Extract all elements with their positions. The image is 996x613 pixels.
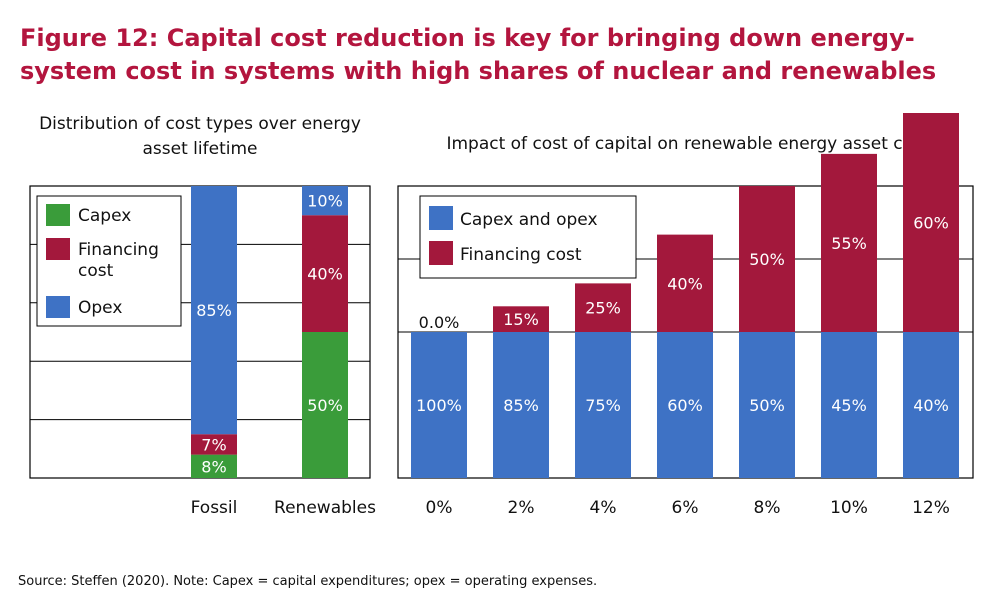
right-data-label-financing: 25%	[585, 299, 621, 318]
right-bar-capex-opex	[411, 332, 467, 478]
right-category-label: 10%	[830, 498, 868, 518]
right-data-label-capex-opex: 60%	[667, 396, 703, 415]
right-bar-financing	[575, 283, 631, 332]
left-legend-label: Opex	[78, 298, 122, 318]
left-bar-fossil-financing-cost	[191, 434, 237, 455]
right-data-label-financing: 60%	[913, 214, 949, 233]
left-category-label: Fossil	[191, 498, 238, 518]
left-legend-label: cost	[78, 261, 114, 281]
right-bar-financing	[739, 186, 795, 332]
right-bar-capex-opex	[493, 332, 549, 478]
right-bar-capex-opex	[575, 332, 631, 478]
right-data-label-financing: 55%	[831, 234, 867, 253]
left-legend-label: Capex	[78, 206, 131, 226]
right-bar-financing	[657, 234, 713, 332]
figure-title: Figure 12: Capital cost reduction is key…	[20, 24, 937, 85]
right-data-label-financing: 15%	[503, 310, 539, 329]
right-data-label-capex-opex: 45%	[831, 396, 867, 415]
left-legend-swatch	[46, 204, 70, 226]
left-bar-fossil-opex	[191, 186, 237, 435]
right-data-label-financing: 50%	[749, 250, 785, 269]
right-data-label-capex-opex: 85%	[503, 396, 539, 415]
right-bar-financing	[493, 306, 549, 332]
left-legend-label: Financing	[78, 240, 159, 260]
left-data-label: 7%	[201, 435, 226, 454]
right-legend-swatch	[429, 206, 453, 230]
right-category-label: 4%	[590, 498, 617, 518]
left-legend-swatch	[46, 238, 70, 260]
right-category-label: 12%	[912, 498, 950, 518]
left-data-label: 10%	[307, 192, 343, 211]
left-data-label: 8%	[201, 457, 226, 476]
right-data-label-capex-opex: 50%	[749, 396, 785, 415]
right-bar-capex-opex	[821, 332, 877, 478]
right-bar-capex-opex	[739, 332, 795, 478]
right-data-label-capex-opex: 75%	[585, 396, 621, 415]
source-note: Source: Steffen (2020). Note: Capex = ca…	[18, 574, 598, 589]
right-bar-capex-opex	[903, 332, 959, 478]
left-legend-swatch	[46, 296, 70, 318]
right-category-label: 6%	[672, 498, 699, 518]
left-data-label: 40%	[307, 265, 343, 284]
left-category-label: Renewables	[274, 498, 376, 518]
left-bar-fossil-capex	[191, 454, 237, 478]
right-legend-label: Capex and opex	[460, 210, 598, 230]
left-data-label: 85%	[196, 301, 232, 320]
right-data-label-financing: 40%	[667, 274, 703, 293]
left-bar-renewables-capex	[302, 332, 348, 478]
right-category-label: 2%	[508, 498, 535, 518]
right-legend-label: Financing cost	[460, 245, 582, 265]
right-bar-financing	[821, 153, 877, 332]
left-bar-renewables-financing-cost	[302, 215, 348, 332]
right-data-label-capex-opex: 100%	[416, 396, 462, 415]
left-data-label: 50%	[307, 396, 343, 415]
left-chart-title: Distribution of cost types over energy a…	[39, 114, 361, 159]
right-legend-box	[419, 195, 637, 279]
left-bar-renewables-opex	[302, 186, 348, 216]
right-chart-title: Impact of cost of capital on renewable e…	[446, 134, 929, 154]
right-legend-swatch	[429, 241, 453, 265]
right-category-label: 8%	[754, 498, 781, 518]
right-bar-financing	[903, 113, 959, 332]
right-data-label-capex-opex: 40%	[913, 396, 949, 415]
right-category-label: 0%	[426, 498, 453, 518]
right-bar-capex-opex	[657, 332, 713, 478]
right-data-label-financing: 0.0%	[419, 313, 460, 332]
